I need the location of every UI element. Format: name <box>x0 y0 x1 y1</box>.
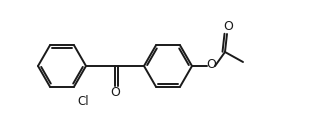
Text: Cl: Cl <box>77 95 89 108</box>
Text: O: O <box>110 87 120 99</box>
Text: O: O <box>206 59 216 71</box>
Text: O: O <box>223 21 233 34</box>
